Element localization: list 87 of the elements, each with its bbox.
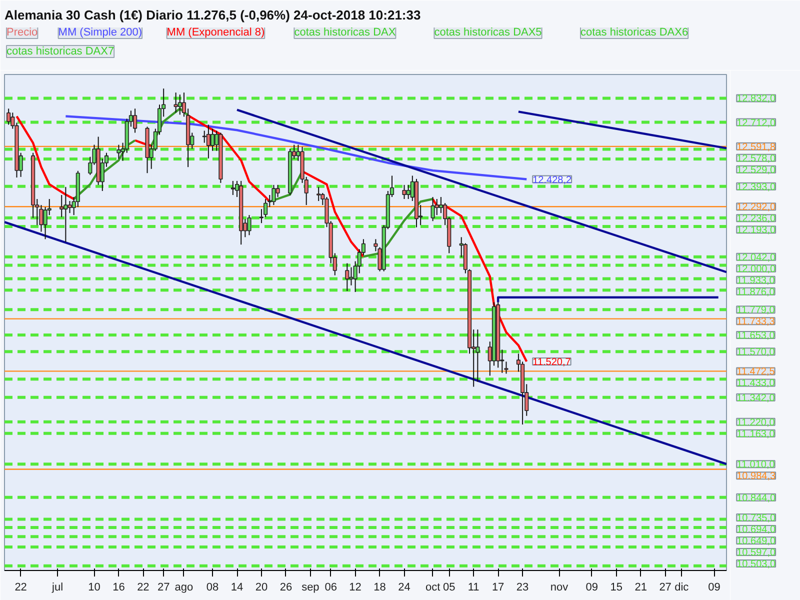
text: cotas historicas DAX: [294, 26, 396, 38]
text: MM (Simple 200): [58, 26, 142, 38]
ref-line-label: 10.694,0: [736, 524, 776, 536]
x-tick-label: 20: [255, 582, 268, 594]
text: Precio: [6, 26, 38, 38]
chart-title: Alemania 30 Cash (1€) Diario 11.276,5 (-0,96%) 24-oct-2018 10:21:33: [4, 8, 421, 22]
ref-line-label: 10.844,0: [736, 492, 776, 504]
ref-line-label: 10.735,0: [736, 513, 776, 524]
x-tick-label: 16: [112, 582, 125, 594]
x-tick-label: dic: [674, 582, 690, 594]
ref-line-label: 11.163,0: [736, 428, 776, 440]
candlestick: [68, 200, 72, 214]
x-tick-label: 17: [492, 582, 504, 594]
x-tick-label: 15: [610, 582, 622, 594]
ref-line-label: 10.649,0: [736, 536, 776, 547]
x-tick-label: 24: [398, 582, 410, 594]
ref-line-label: 11.933,0: [736, 275, 776, 286]
x-tick-label: 23: [516, 582, 529, 594]
text: cotas historicas DAX6: [580, 26, 688, 38]
x-tick-label: 08: [206, 582, 219, 594]
x-tick-label: 09: [586, 582, 598, 594]
candlestick: [247, 214, 252, 236]
x-tick-label: 18: [374, 582, 386, 594]
x-tick-label: ago: [174, 582, 194, 594]
data-label: 11.520,7: [532, 357, 572, 368]
candlestick: [116, 144, 121, 160]
candlestick: [178, 94, 182, 116]
candlestick: [230, 180, 235, 196]
x-tick-label: 21: [634, 582, 647, 594]
x-tick-label: 14: [230, 582, 244, 594]
candlestick: [402, 184, 406, 200]
x-tick-label: 06: [324, 582, 337, 594]
ref-line-label: 10.503,0: [736, 559, 776, 570]
x-tick-label: jul: [51, 582, 64, 594]
ref-line-label: 12.591,8: [736, 142, 776, 153]
ref-line-label: 11.876,0: [736, 286, 776, 298]
ref-line-label: 11.653,0: [736, 330, 776, 342]
ref-line-label: 11.779,0: [736, 305, 776, 316]
ref-line-label: 11.010,0: [736, 460, 776, 471]
x-tick-label: 22: [137, 582, 150, 594]
x-tick-label: 11: [468, 582, 480, 594]
x-tick-label: oct: [425, 582, 440, 594]
ref-line-label: 11.342,0: [736, 392, 776, 404]
x-tick-label: sep: [302, 582, 320, 594]
x-tick-label: 10: [88, 582, 100, 594]
ref-line-label: 11.472,5: [736, 366, 776, 378]
candlestick: [272, 184, 276, 206]
x-tick-label: 12: [349, 582, 362, 594]
ref-line-label: 11.433,0: [736, 378, 776, 390]
ref-line-label: 12.832,0: [736, 94, 776, 105]
ref-line-label: 12.000,0: [736, 264, 776, 275]
candlestick: [206, 124, 210, 159]
ref-line-label: 12.578,0: [736, 153, 776, 164]
candlestick: [64, 186, 68, 242]
text: cotas historicas DAX7: [6, 46, 114, 58]
candlestick: [6, 108, 11, 126]
x-tick-label: 09: [708, 582, 720, 594]
candlestick: [174, 92, 178, 114]
ref-line-label: 12.236,0: [736, 214, 776, 225]
ref-line-label: 11.733,3: [736, 316, 776, 328]
x-tick-label: 27: [157, 582, 170, 594]
x-tick-label: 26: [280, 582, 292, 594]
candlestick: [210, 128, 215, 152]
ref-line-label: 12.292,0: [736, 202, 776, 214]
candlestick: [430, 196, 435, 222]
ref-line-label: 10.984,3: [736, 471, 776, 482]
ref-line-label: 11.220,0: [736, 417, 776, 428]
x-tick-label: 05: [443, 582, 456, 594]
x-tick-label: 22: [14, 582, 27, 594]
candlestick: [349, 266, 354, 286]
ref-line-label: 11.570,0: [736, 347, 776, 358]
ref-line-label: 12.529,0: [736, 164, 776, 176]
ref-line-label: 12.712,0: [736, 118, 776, 129]
x-tick-label: nov: [550, 582, 569, 594]
text: MM (Exponencial 8): [166, 26, 265, 38]
candlestick: [60, 194, 64, 218]
x-tick-label: 27: [659, 582, 672, 594]
text: cotas historicas DAX5: [434, 26, 542, 38]
ref-line-label: 12.193,0: [736, 225, 776, 236]
candlestick: [345, 262, 350, 292]
ref-line-label: 12.393,0: [736, 182, 776, 193]
candlestick: [406, 184, 410, 200]
candlestick: [202, 130, 206, 144]
candlestick: [133, 108, 138, 134]
ref-line-label: 12.042,0: [736, 252, 776, 264]
ref-line-label: 10.597,0: [736, 548, 776, 558]
candlestick: [316, 186, 321, 202]
